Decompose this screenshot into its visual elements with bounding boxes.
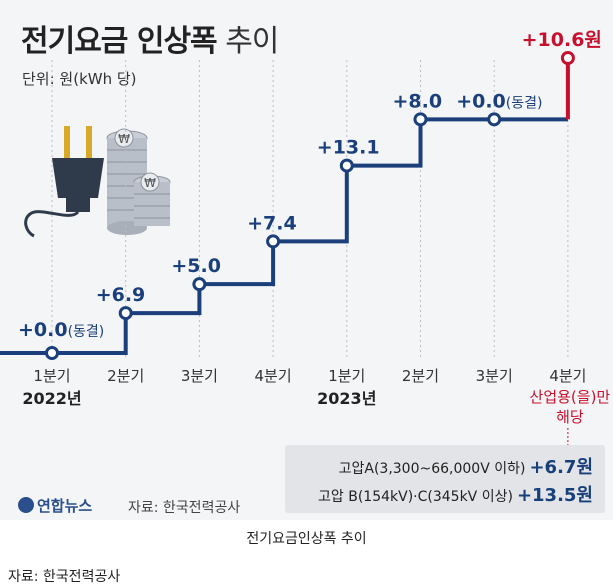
- svg-text:₩: ₩: [144, 176, 156, 190]
- highlight-note-line-1: 해당: [556, 408, 584, 426]
- note-value-a: +6.7원: [529, 457, 593, 478]
- data-label-3: +7.4: [247, 212, 297, 234]
- x-tick-label-0: 1분기: [33, 367, 70, 385]
- data-label-5: +8.0: [393, 90, 443, 112]
- x-tick-label-4: 1분기: [328, 367, 365, 385]
- x-tick-label-6: 3분기: [476, 367, 513, 385]
- x-tick-label-7: 4분기: [549, 367, 586, 385]
- data-label-7: +10.6원: [522, 29, 602, 51]
- note-label-bc: 고압 B(154kV)·C(345kV 이상): [318, 489, 513, 505]
- data-point-3: [266, 234, 281, 249]
- source-outer: 자료: 한국전력공사: [8, 569, 121, 585]
- data-label-2: +5.0: [171, 255, 221, 277]
- year-label-0: 2022년: [22, 389, 81, 408]
- yonhap-logo-text: 연합뉴스: [37, 497, 93, 515]
- note-label-a: 고압A(3,300~66,000V 이하): [338, 461, 526, 477]
- chart-title: 전기요금 인상폭 추이: [21, 16, 279, 60]
- note-row-high-voltage-bc: 고압 B(154kV)·C(345kV 이상) +13.5원: [318, 481, 593, 507]
- note-row-high-voltage-a: 고압A(3,300~66,000V 이하) +6.7원: [339, 453, 593, 479]
- unit-label: 단위: 원(kWh 당): [22, 70, 137, 88]
- highlight-note-line-0: 산업용(을)만: [530, 388, 611, 406]
- svg-text:₩: ₩: [118, 132, 130, 146]
- plug-coins-illustration: ₩ ₩: [24, 126, 171, 238]
- voltage-note-box: 고압A(3,300~66,000V 이하) +6.7원 고압 B(154kV)·C…: [285, 445, 605, 513]
- source-inner: 자료: 한국전력공사: [128, 500, 241, 516]
- data-label-6: +0.0(동결): [456, 90, 542, 112]
- data-point-0: [45, 346, 59, 360]
- step-chart: ₩ ₩ +0.0(동결) +6.9 +5.0 +7.4 +13.1 +8.0 +0.0(동결…: [0, 29, 611, 446]
- data-point-6: [487, 112, 502, 127]
- data-label-1: +6.9: [96, 284, 146, 306]
- infographic-card: 전기요금 인상폭 추이 단위: 원(kWh 당) ₩: [0, 0, 613, 520]
- data-point-2: [192, 277, 207, 292]
- data-point-4: [339, 158, 354, 173]
- x-tick-label-5: 2분기: [402, 367, 439, 385]
- chart-title-light: 추이: [225, 24, 279, 59]
- yonhap-logo: 연합뉴스: [18, 495, 92, 516]
- yonhap-logo-icon: [18, 497, 34, 513]
- note-value-bc: +13.5원: [516, 485, 593, 506]
- data-label-0: +0.0(동결): [18, 319, 104, 341]
- data-point-7: [560, 51, 575, 65]
- data-label-4: +13.1: [317, 137, 380, 159]
- coin-stack-icon: ₩ ₩: [106, 128, 171, 235]
- data-point-5: [413, 112, 428, 127]
- plug-icon: [24, 126, 104, 238]
- figure-caption: 전기요금인상폭 추이: [246, 531, 367, 547]
- data-point-1: [118, 306, 133, 321]
- x-tick-label-2: 3분기: [181, 367, 218, 385]
- x-tick-label-1: 2분기: [107, 367, 144, 385]
- x-tick-label-3: 4분기: [255, 367, 292, 385]
- chart-title-bold: 전기요금 인상폭: [21, 24, 218, 59]
- year-label-4: 2023년: [317, 389, 376, 408]
